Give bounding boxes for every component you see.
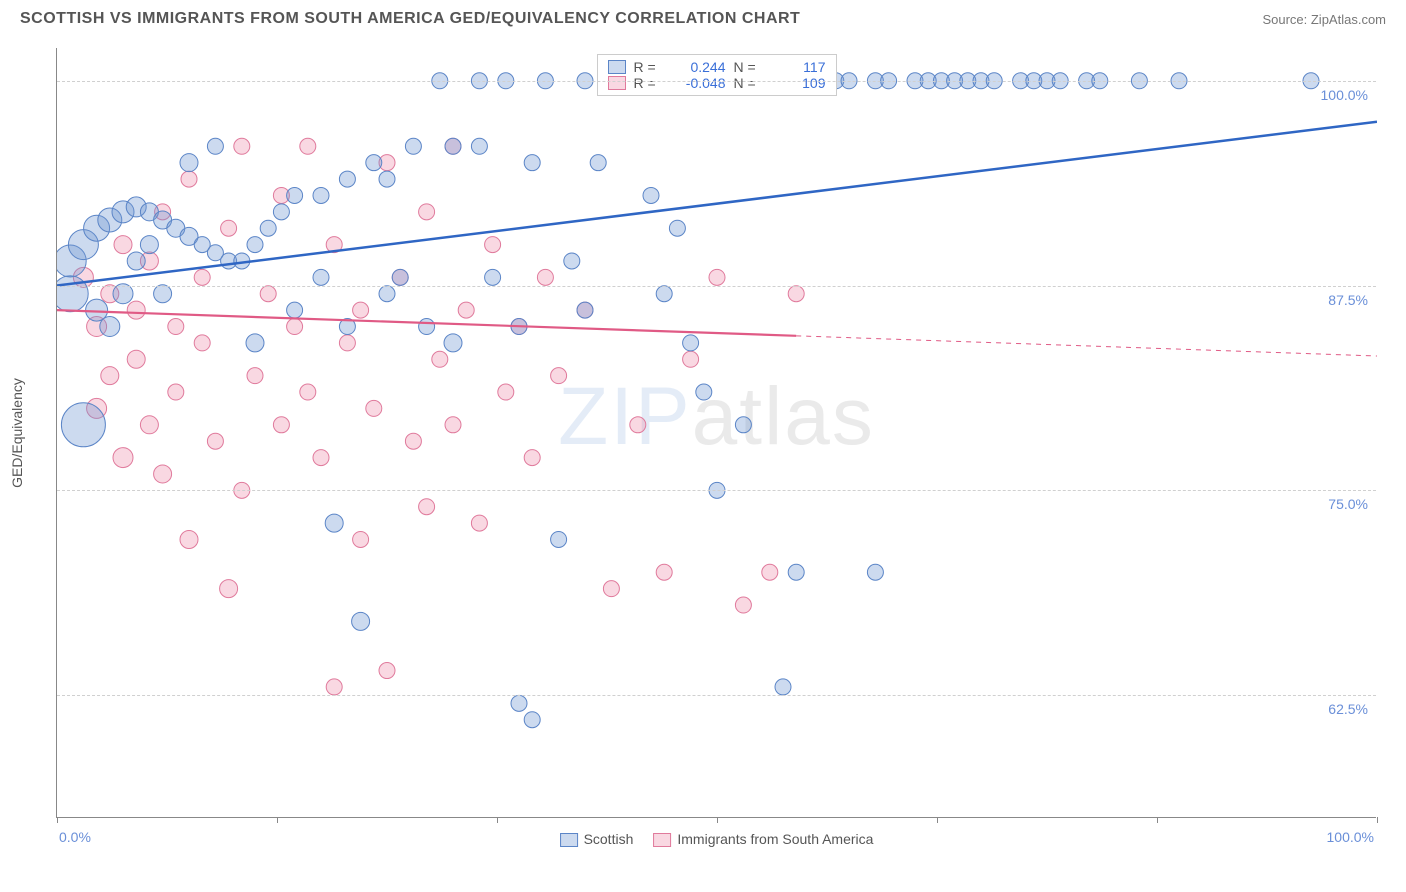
x-tick	[57, 817, 58, 823]
chart-title: SCOTTISH VS IMMIGRANTS FROM SOUTH AMERIC…	[20, 10, 800, 28]
gridline	[57, 490, 1376, 491]
x-tick	[1377, 817, 1378, 823]
legend-label: Immigrants from South America	[677, 831, 873, 847]
gridline	[57, 695, 1376, 696]
r-value: -0.048	[670, 75, 726, 91]
y-tick-label: 87.5%	[1328, 292, 1368, 308]
legend-item-immigrants: Immigrants from South America	[653, 831, 873, 847]
x-tick	[937, 817, 938, 823]
x-tick	[277, 817, 278, 823]
x-max-label: 100.0%	[1327, 829, 1374, 845]
legend-item-scottish: Scottish	[560, 831, 634, 847]
series-legend: Scottish Immigrants from South America	[560, 831, 874, 847]
r-label: R =	[634, 59, 662, 75]
legend-row-scottish: R = 0.244 N = 117	[608, 59, 826, 75]
watermark: ZIPatlas	[558, 370, 875, 464]
x-tick	[1157, 817, 1158, 823]
n-label: N =	[734, 75, 762, 91]
swatch-icon	[653, 833, 671, 847]
swatch-icon	[560, 833, 578, 847]
correlation-legend: R = 0.244 N = 117 R = -0.048 N = 109	[597, 54, 837, 96]
y-tick-label: 100.0%	[1321, 87, 1368, 103]
legend-label: Scottish	[584, 831, 634, 847]
n-label: N =	[734, 59, 762, 75]
n-value: 117	[770, 59, 826, 75]
source-label: Source: ZipAtlas.com	[1262, 12, 1386, 27]
title-bar: SCOTTISH VS IMMIGRANTS FROM SOUTH AMERIC…	[0, 0, 1406, 36]
gridline	[57, 81, 1376, 82]
legend-row-immigrants: R = -0.048 N = 109	[608, 75, 826, 91]
y-axis-label: GED/Equivalency	[9, 378, 25, 488]
y-tick-label: 75.0%	[1328, 496, 1368, 512]
x-tick	[717, 817, 718, 823]
x-min-label: 0.0%	[59, 829, 91, 845]
r-label: R =	[634, 75, 662, 91]
swatch-icon	[608, 60, 626, 74]
y-tick-label: 62.5%	[1328, 701, 1368, 717]
gridline	[57, 286, 1376, 287]
r-value: 0.244	[670, 59, 726, 75]
swatch-icon	[608, 76, 626, 90]
plot-area: GED/Equivalency ZIPatlas R = 0.244 N = 1…	[56, 48, 1376, 818]
x-tick	[497, 817, 498, 823]
n-value: 109	[770, 75, 826, 91]
